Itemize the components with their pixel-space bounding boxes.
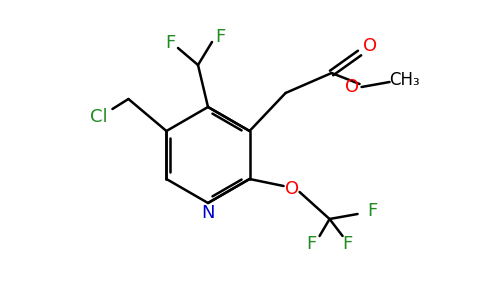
Text: F: F [367, 202, 378, 220]
Text: F: F [306, 235, 317, 253]
Text: F: F [343, 235, 353, 253]
Text: N: N [201, 204, 215, 222]
Text: F: F [215, 28, 225, 46]
Text: O: O [345, 78, 359, 96]
Text: F: F [165, 34, 175, 52]
Text: Cl: Cl [90, 108, 107, 126]
Text: O: O [285, 180, 299, 198]
Text: CH₃: CH₃ [389, 71, 420, 89]
Text: O: O [363, 37, 377, 55]
